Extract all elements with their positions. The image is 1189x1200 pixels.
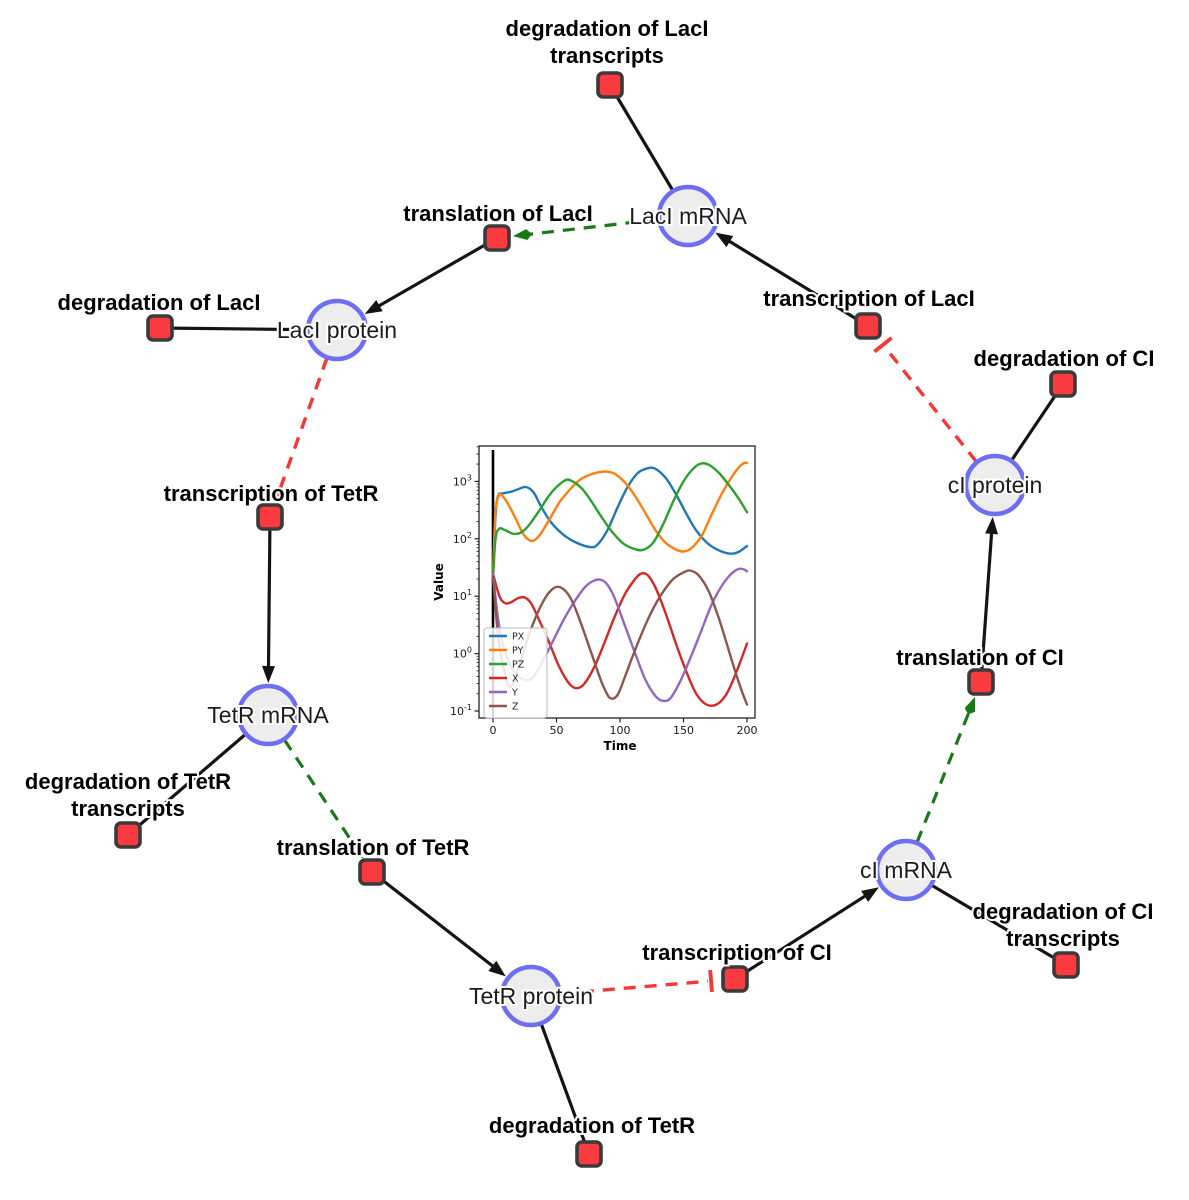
edge-production-transcription-ci-to-ci-mrna bbox=[734, 891, 872, 981]
edge-production-transcription-laci-to-laci-mrna bbox=[723, 236, 869, 328]
edge-inhibition-laci-protein-to-transcription-tetr bbox=[277, 357, 329, 493]
x-tick-label: 0 bbox=[490, 724, 497, 737]
reaction-label-deg-laci-transcripts-line1: degradation of LacI bbox=[506, 16, 709, 41]
edge-inhibition-tetr-protein-to-transcription-ci bbox=[560, 979, 709, 996]
reaction-node-deg-laci-transcripts[interactable] bbox=[596, 71, 624, 99]
edge-production-translation-ci-to-ci-protein bbox=[979, 526, 994, 683]
reaction-label-deg-laci-line1: degradation of LacI bbox=[58, 290, 261, 315]
legend-label-z: Z bbox=[512, 702, 519, 713]
x-axis-label: Time bbox=[604, 739, 637, 753]
species-node-tetr-protein[interactable] bbox=[499, 964, 563, 1028]
reaction-node-transcription-ci[interactable] bbox=[721, 965, 749, 993]
x-tick-label: 100 bbox=[610, 724, 631, 737]
edge-production-transcription-ci-to-ci-mrna-arrowhead-icon bbox=[861, 887, 880, 902]
species-node-ci-mrna[interactable] bbox=[874, 838, 938, 902]
y-tick-label: 102 bbox=[453, 531, 472, 546]
edge-production-translation-laci-to-laci-protein-arrowhead-icon bbox=[364, 299, 383, 315]
labels-layer: LacI mRNA LacI protein TetR mRNA TetR prote… bbox=[23, 14, 1157, 1140]
reaction-node-transcription-tetr[interactable] bbox=[256, 503, 284, 531]
legend-label-pz: PZ bbox=[512, 660, 525, 671]
edge-production-transcription-tetr-to-tetr-mrna bbox=[266, 516, 272, 674]
reaction-node-transcription-laci[interactable] bbox=[854, 312, 882, 340]
legend-label-x: X bbox=[512, 674, 519, 685]
edge-modifier-ci-mrna-to-translation-ci bbox=[915, 708, 972, 843]
reaction-node-deg-tetr-transcripts[interactable] bbox=[114, 821, 142, 849]
species-label-ci-mrna: cI mRNA bbox=[860, 857, 953, 883]
species-label-laci-mrna: LacI mRNA bbox=[629, 203, 747, 229]
legend-label-px: PX bbox=[512, 632, 525, 643]
edge-modifier-laci-mrna-to-translation-laci bbox=[525, 217, 659, 237]
x-tick-label: 150 bbox=[673, 724, 694, 737]
reaction-label-transcription-tetr-line1: transcription of TetR bbox=[164, 481, 379, 506]
x-tick-label: 200 bbox=[737, 724, 758, 737]
nodes-layer bbox=[114, 71, 1080, 1168]
series-x-line bbox=[491, 571, 749, 707]
reaction-label-deg-ci-line1: degradation of CI bbox=[974, 346, 1155, 371]
edge-modifier-laci-mrna-to-translation-laci-arrowhead-icon bbox=[512, 229, 532, 241]
species-label-tetr-mrna: TetR mRNA bbox=[207, 702, 329, 728]
legend: PX PY PZ XYZ bbox=[483, 627, 548, 719]
reaction-node-translation-ci[interactable] bbox=[967, 668, 995, 696]
series-px-line bbox=[491, 466, 749, 578]
reaction-label-deg-tetr-transcripts-line1: degradation of TetR bbox=[25, 769, 231, 794]
edge-inhibition-ci-protein-to-transcription-laci bbox=[883, 346, 978, 463]
edge-production-translation-tetr-to-tetr-protein bbox=[371, 870, 499, 972]
reaction-label-translation-laci-line1: translation of LacI bbox=[403, 201, 592, 226]
series-pz-line bbox=[491, 462, 749, 581]
reaction-node-deg-ci[interactable] bbox=[1049, 370, 1077, 398]
y-tick-label: 10-1 bbox=[450, 703, 472, 718]
reaction-label-deg-laci-transcripts-line2: transcripts bbox=[550, 43, 664, 68]
legend-label-y: Y bbox=[511, 688, 518, 699]
y-axis-label: Value bbox=[433, 563, 446, 601]
x-tick-label: 50 bbox=[550, 724, 564, 737]
reaction-node-translation-tetr[interactable] bbox=[358, 858, 386, 886]
edge-inhibition-ci-protein-to-transcription-laci-tbar-icon bbox=[873, 336, 893, 354]
edge-inhibition-laci-protein-to-transcription-tetr-tbar-icon bbox=[267, 488, 290, 500]
species-label-ci-protein: cI protein bbox=[948, 472, 1043, 498]
reaction-label-transcription-laci-line1: transcription of LacI bbox=[763, 286, 974, 311]
edge-production-translation-ci-to-ci-protein-arrowhead-icon bbox=[985, 516, 999, 535]
edge-production-translation-tetr-to-tetr-protein-arrowhead-icon bbox=[488, 960, 506, 977]
reaction-node-deg-laci[interactable] bbox=[146, 314, 174, 342]
species-node-ci-protein[interactable] bbox=[963, 453, 1027, 517]
y-tick-label: 100 bbox=[453, 646, 472, 661]
reaction-node-deg-ci-transcripts[interactable] bbox=[1052, 951, 1080, 979]
reaction-node-translation-laci[interactable] bbox=[483, 224, 511, 252]
y-tick-label: 101 bbox=[453, 588, 472, 603]
series-py-line bbox=[491, 461, 749, 578]
edge-modifier-tetr-mrna-to-translation-tetr-arrowhead-icon bbox=[350, 842, 364, 859]
species-label-tetr-protein: TetR protein bbox=[469, 983, 593, 1009]
species-node-laci-protein[interactable] bbox=[305, 298, 369, 362]
edge-production-transcription-tetr-to-tetr-mrna-arrowhead-icon bbox=[261, 665, 275, 684]
reaction-label-deg-tetr-line1: degradation of TetR bbox=[489, 1113, 695, 1138]
edge-inhibition-tetr-protein-to-transcription-ci-tbar-icon bbox=[708, 969, 714, 993]
reaction-label-deg-ci-transcripts-line2: transcripts bbox=[1006, 926, 1120, 951]
species-node-laci-mrna[interactable] bbox=[656, 184, 720, 248]
reaction-node-deg-tetr[interactable] bbox=[575, 1140, 603, 1168]
edge-production-transcription-laci-to-laci-mrna-arrowhead-icon bbox=[715, 232, 734, 248]
legend-label-py: PY bbox=[512, 646, 524, 657]
edge-modifier-ci-mrna-to-translation-ci-arrowhead-icon bbox=[964, 696, 976, 715]
reaction-label-deg-tetr-transcripts-line2: transcripts bbox=[71, 796, 185, 821]
species-node-tetr-mrna[interactable] bbox=[236, 683, 300, 747]
edge-production-translation-laci-to-laci-protein bbox=[372, 236, 498, 311]
reaction-label-translation-tetr-line1: translation of TetR bbox=[277, 835, 470, 860]
reaction-label-deg-ci-transcripts-line1: degradation of CI bbox=[973, 899, 1154, 924]
reaction-label-transcription-ci-line1: transcription of CI bbox=[642, 940, 831, 965]
edge-modifier-tetr-mrna-to-translation-tetr bbox=[283, 739, 358, 849]
reaction-label-translation-ci-line1: translation of CI bbox=[896, 645, 1063, 670]
y-tick-label: 103 bbox=[453, 473, 472, 488]
species-label-laci-protein: LacI protein bbox=[277, 317, 397, 343]
